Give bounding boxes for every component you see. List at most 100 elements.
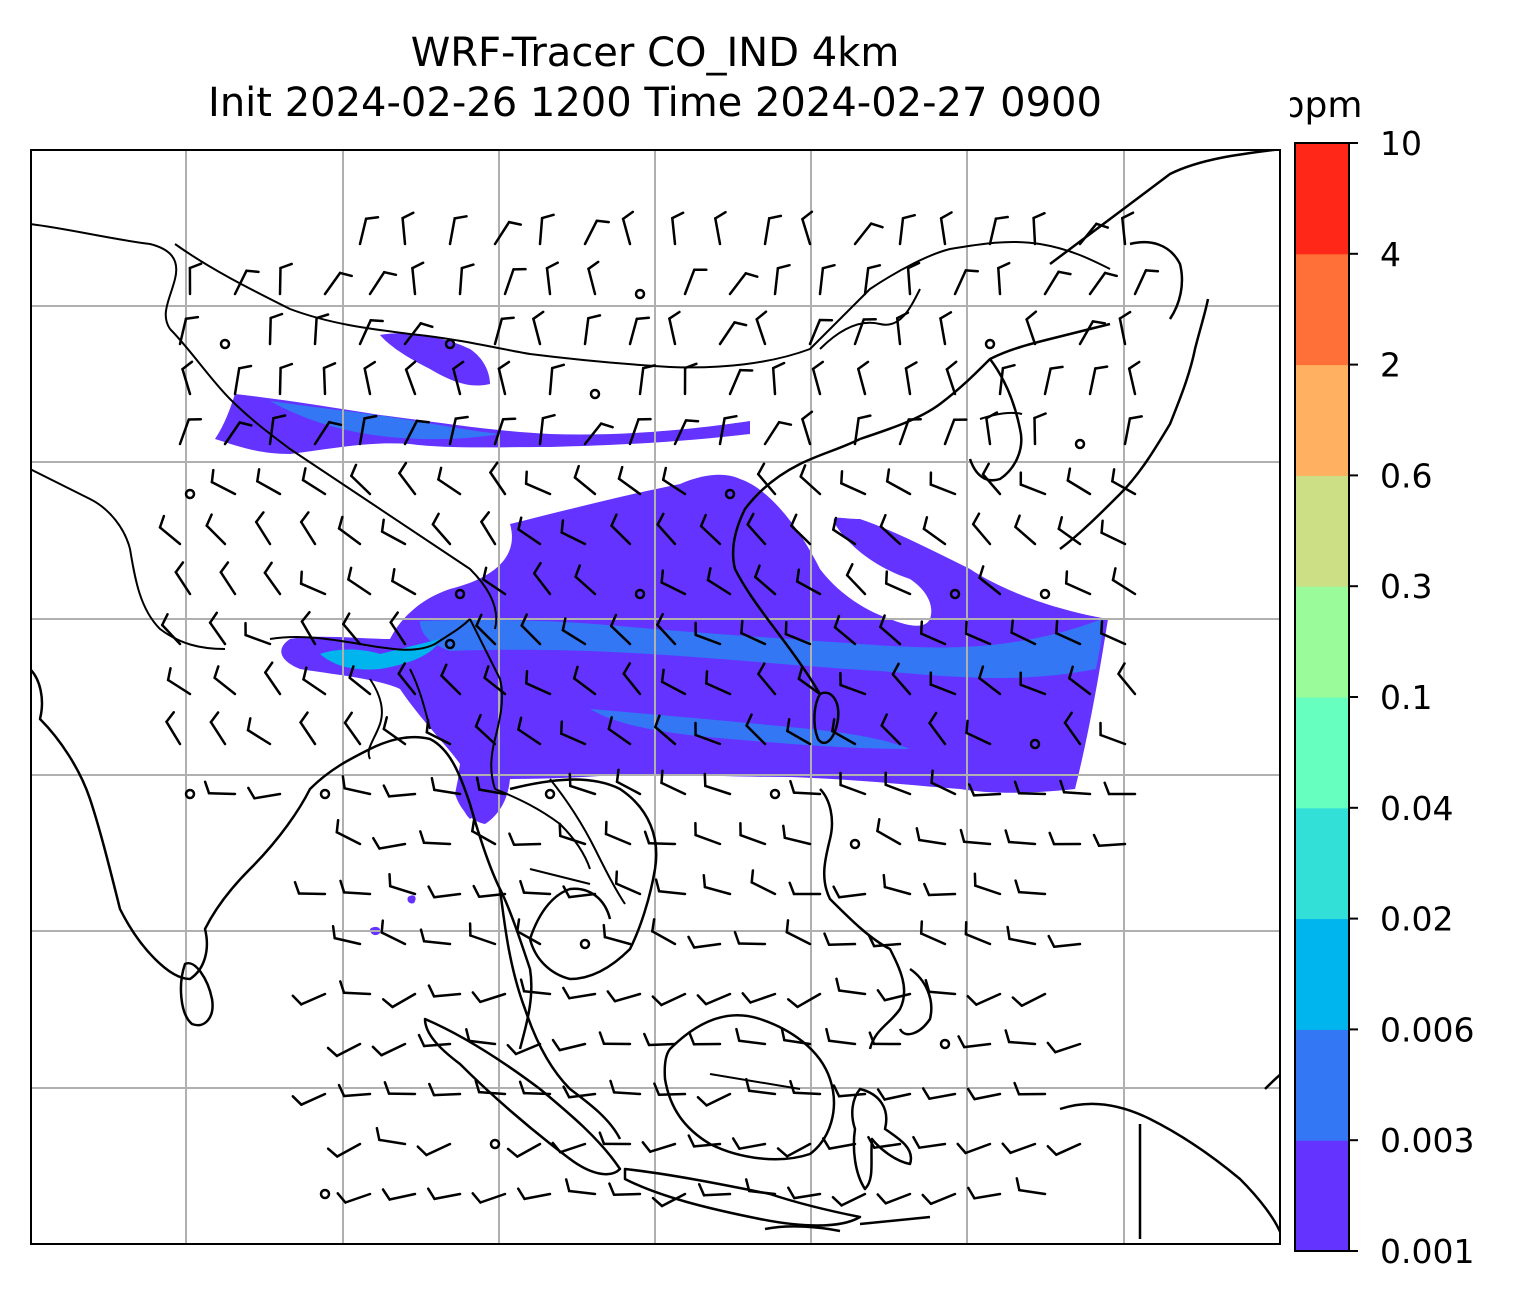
- wind-barbs: [158, 210, 1160, 1208]
- wind-barb: [885, 468, 912, 496]
- wind-barb: [545, 261, 559, 296]
- wind-barb: [184, 788, 196, 800]
- wind-barb: [959, 828, 992, 846]
- wind-barb: [562, 986, 597, 1000]
- wind-barb: [724, 488, 736, 500]
- wind-barb: [437, 466, 462, 496]
- wind-barb: [263, 561, 282, 596]
- wind-barb: [471, 991, 507, 1004]
- wind-barb: [1013, 780, 1047, 796]
- wind-barb: [598, 1031, 632, 1046]
- wind-barb: [745, 713, 767, 746]
- wind-barb: [1117, 662, 1137, 696]
- colorbar-label: 0.04: [1380, 789, 1453, 828]
- wind-barb: [299, 511, 317, 546]
- wind-barb: [538, 413, 556, 446]
- wind-barb: [1047, 934, 1082, 949]
- wind-barb: [840, 470, 867, 496]
- wind-barb: [520, 613, 542, 646]
- colorbar-frame: [1294, 142, 1350, 1252]
- wind-barb: [1011, 992, 1047, 1007]
- wind-barb: [1057, 516, 1082, 546]
- wind-barb: [981, 462, 1002, 496]
- wind-barb: [740, 619, 767, 646]
- wind-barb: [788, 881, 822, 896]
- wind-barb: [835, 977, 867, 996]
- wind-barb: [880, 713, 902, 746]
- wind-barb: [380, 919, 407, 946]
- wind-barb: [1019, 471, 1047, 496]
- wind-barb: [583, 314, 602, 346]
- wind-barb: [562, 1085, 597, 1099]
- wind-barb: [853, 318, 877, 346]
- wind-barb: [174, 561, 192, 596]
- wind-barb: [756, 462, 777, 496]
- wind-barb: [776, 1142, 812, 1158]
- wind-barb: [763, 420, 793, 446]
- wind-barb: [246, 717, 272, 746]
- wind-barb: [1025, 310, 1038, 346]
- wind-barb: [718, 414, 738, 446]
- wind-barb: [929, 471, 957, 496]
- wind-barb: [683, 362, 698, 396]
- wind-barb: [773, 263, 791, 296]
- wind-barb: [651, 1192, 687, 1208]
- wind-barb: [417, 1033, 452, 1048]
- wind-barb: [884, 570, 912, 596]
- wind-barb: [181, 360, 194, 396]
- wind-barb: [573, 464, 597, 496]
- wind-barb: [383, 1081, 417, 1096]
- wind-barb: [604, 820, 632, 846]
- wind-barb: [293, 880, 327, 896]
- wind-barb: [687, 1134, 722, 1148]
- wind-barb: [268, 414, 287, 446]
- wind-barb: [898, 417, 922, 446]
- wind-barb: [839, 671, 867, 696]
- wind-barb: [602, 923, 632, 946]
- wind-barb: [497, 360, 511, 396]
- wind-barb: [589, 388, 601, 400]
- wind-barb: [1014, 514, 1037, 546]
- wind-barb: [1064, 570, 1092, 596]
- wind-barb: [203, 780, 237, 796]
- wind-barb: [966, 1087, 1002, 1101]
- plume-core-band: [420, 619, 1103, 678]
- wind-barb: [780, 1027, 812, 1046]
- wind-barb: [336, 1192, 372, 1204]
- wind-barb: [508, 832, 542, 846]
- wind-barb: [391, 567, 417, 596]
- wind-barb: [458, 263, 475, 296]
- colorbar-swatch: [1295, 364, 1349, 476]
- wind-barb: [358, 215, 380, 246]
- wind-barb: [1118, 310, 1132, 346]
- wind-barb: [264, 661, 282, 696]
- wind-barb: [482, 566, 507, 596]
- wind-barb: [739, 821, 767, 846]
- wind-barb: [757, 662, 777, 696]
- wind-barb: [313, 313, 330, 346]
- wind-barb: [661, 466, 687, 496]
- wind-barb: [397, 662, 417, 696]
- wind-barb: [468, 922, 497, 946]
- wind-barb: [921, 1087, 957, 1100]
- plume-himalaya-strip: [215, 394, 750, 454]
- wind-barb: [654, 878, 687, 896]
- wind-barb: [219, 561, 237, 596]
- colorbar-labels: 0.001 0.003 0.006 0.02 0.04 0.1 0.3 0.6 2 4 10: [1349, 124, 1474, 1271]
- wind-barb: [912, 1135, 947, 1149]
- wind-barb: [1074, 438, 1086, 450]
- wind-barb: [343, 711, 362, 746]
- wind-barb: [426, 1187, 462, 1201]
- wind-barb: [1059, 779, 1092, 796]
- wind-barb: [382, 716, 407, 746]
- wind-barb: [957, 1035, 992, 1049]
- wind-barb: [444, 638, 456, 650]
- wind-barb: [714, 210, 727, 246]
- wind-barb: [929, 671, 957, 696]
- wind-barb: [331, 925, 362, 946]
- wind-barb: [867, 1135, 902, 1149]
- colorbar-swatch: [1295, 697, 1349, 809]
- wind-barb: [398, 461, 417, 496]
- wind-barb: [731, 1137, 767, 1150]
- wind-barb: [728, 272, 759, 296]
